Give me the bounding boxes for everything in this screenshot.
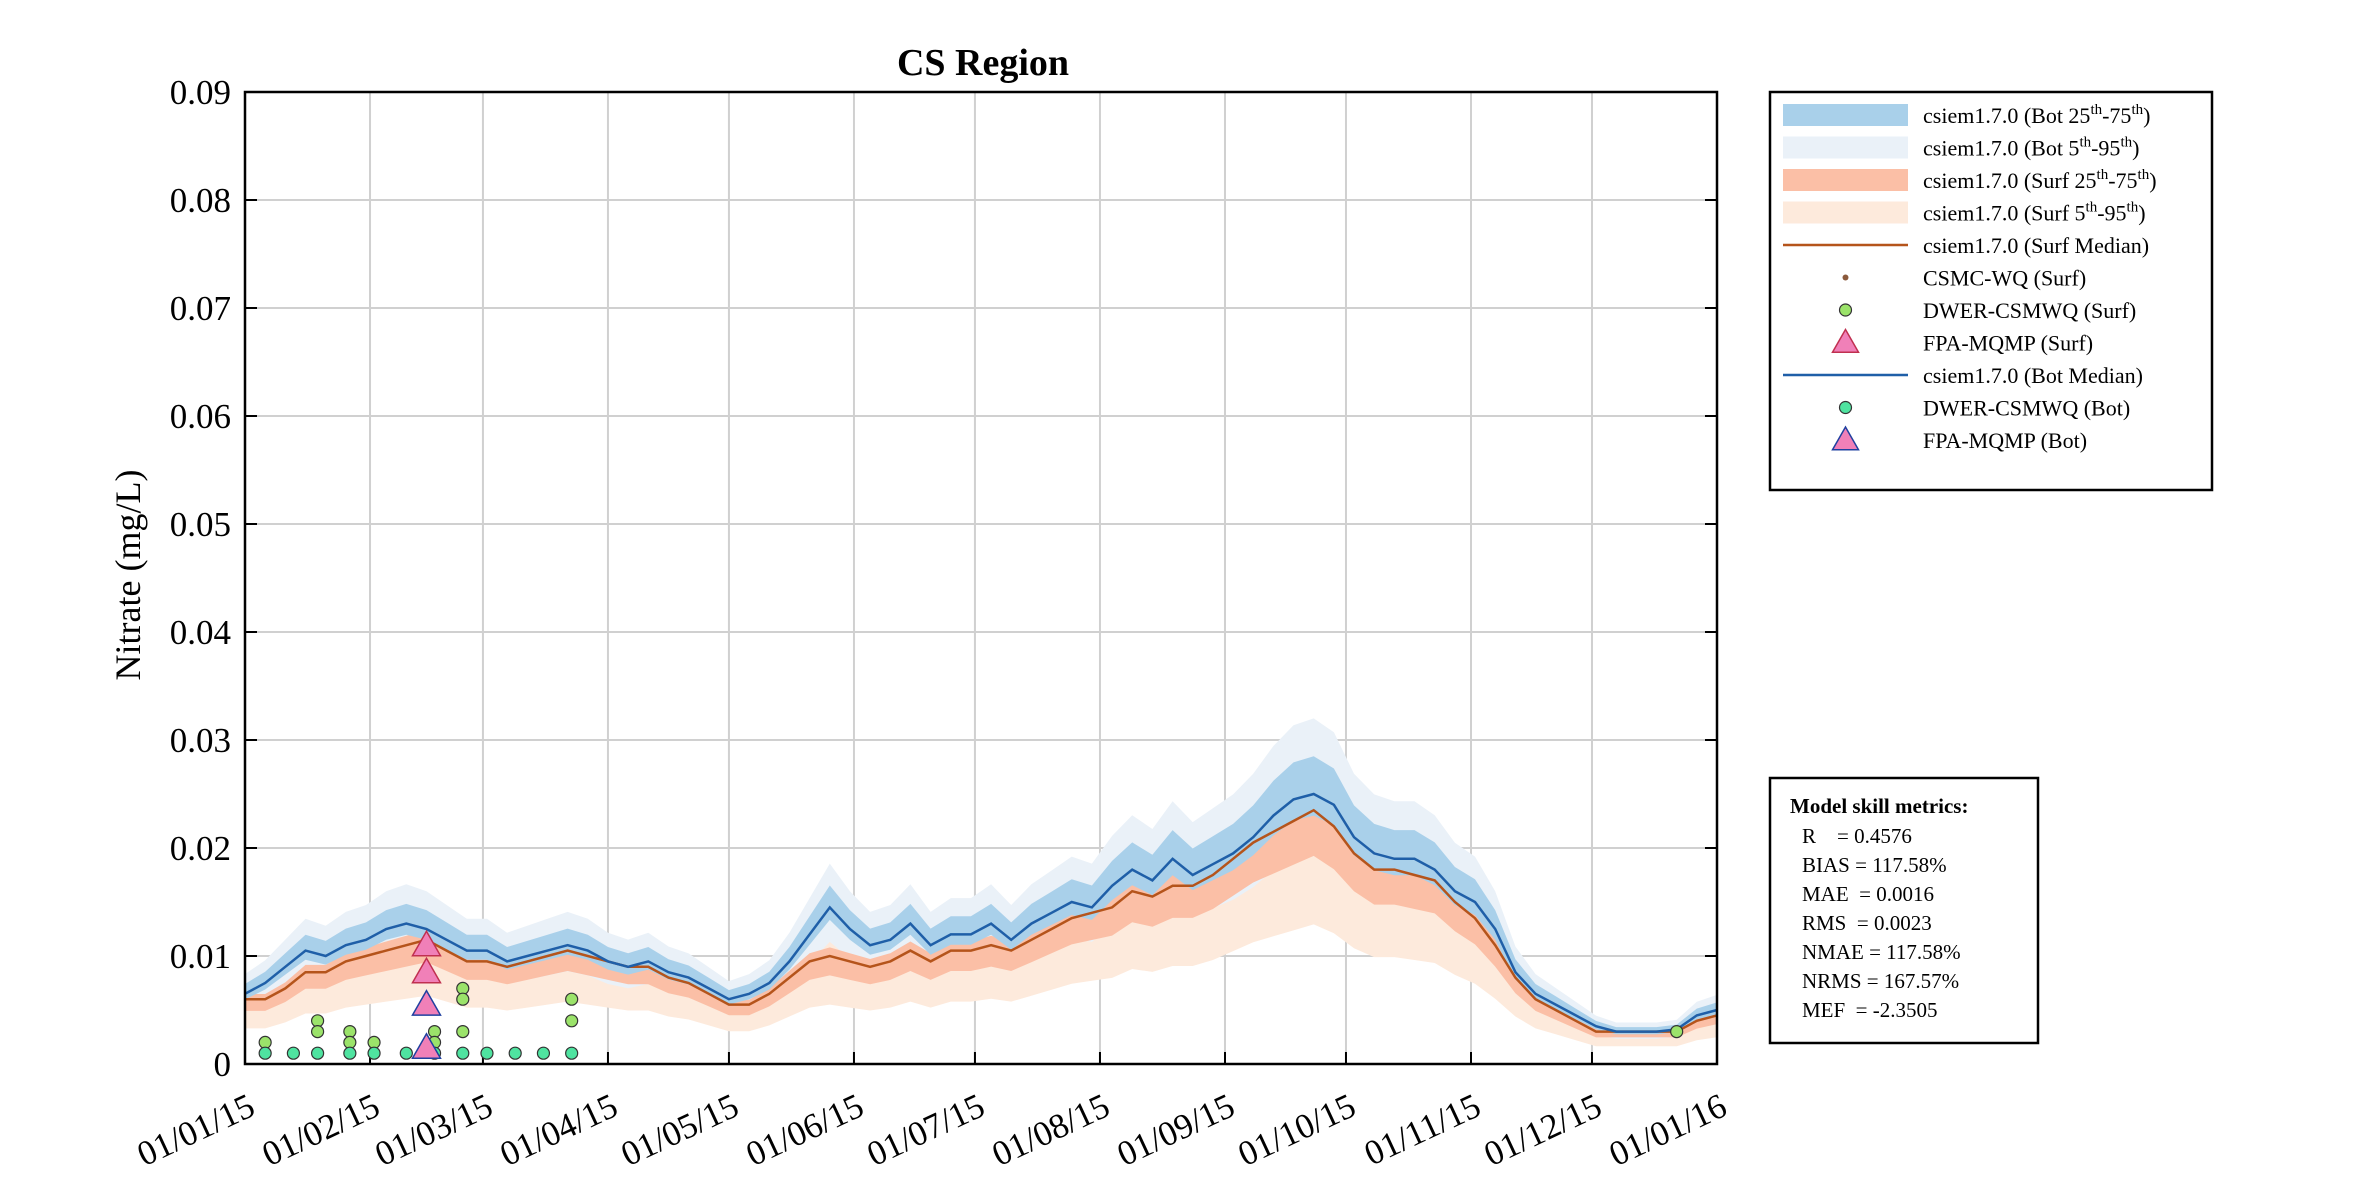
legend-swatch — [1783, 104, 1908, 126]
obs-point — [310, 1046, 325, 1060]
obs-point — [536, 1046, 551, 1060]
metrics-frame — [1768, 776, 2040, 1045]
y-tick-label: 0.06 — [170, 397, 231, 436]
surf-25-75-band — [245, 789, 1717, 1038]
obs-point — [411, 956, 442, 984]
obs-point — [411, 989, 442, 1016]
legend-swatch — [1838, 303, 1853, 317]
legend-swatch — [1838, 400, 1853, 415]
obs-point — [1670, 1024, 1684, 1039]
obs-point — [456, 992, 470, 1006]
y-axis-label: Nitrate (mg/L) — [108, 470, 148, 681]
legend-swatch — [1783, 201, 1908, 224]
legend-label: csiem1.7.0 (Bot 5th-95th) — [1923, 135, 2139, 161]
obs-point — [411, 929, 442, 957]
legend-label: DWER-CSMWQ (Surf) — [1923, 298, 2136, 323]
skill-metrics-box: Model skill metrics: R = 0.4576 BIAS = 117… — [1768, 776, 2040, 1045]
plot-area: 01/01/1501/02/1501/03/1501/04/1501/05/15… — [131, 73, 1732, 1174]
metric-line: RMS = 0.0023 — [1802, 911, 1932, 935]
obs-point — [411, 1032, 442, 1060]
metric-line: MAE = 0.0016 — [1802, 882, 1934, 906]
y-tick-label: 0.07 — [170, 289, 231, 328]
legend-swatch — [1842, 274, 1849, 281]
obs-point — [456, 1046, 470, 1060]
bot-median-line — [244, 792, 1718, 1033]
obs-point — [508, 1046, 522, 1060]
y-tick-label: 0.05 — [170, 505, 231, 544]
legend-label: csiem1.7.0 (Bot 25th-75th) — [1923, 102, 2150, 128]
surf-median-line — [245, 808, 1718, 1033]
y-tick-label: 0.09 — [170, 73, 231, 112]
bot-25-75-band — [245, 756, 1717, 1035]
legend-swatch — [1831, 327, 1860, 353]
axes-frame — [243, 90, 1719, 1066]
legend-label: csiem1.7.0 (Surf 25th-75th) — [1923, 167, 2157, 193]
legend: csiem1.7.0 (Bot 25th-75th) csiem1.7.0 (Bo… — [1768, 90, 2214, 492]
y-tick-label: 0.04 — [170, 613, 231, 652]
legend-swatch — [1783, 136, 1908, 159]
obs-point — [565, 992, 579, 1006]
legend-label: FPA-MQMP (Surf) — [1923, 331, 2093, 356]
obs-point — [399, 1046, 413, 1060]
y-tick-label: 0.02 — [170, 829, 231, 868]
chart-title: CS Region — [897, 42, 1069, 84]
obs-point — [427, 1024, 442, 1039]
legend-label: DWER-CSMWQ (Bot) — [1923, 396, 2130, 421]
legend-label: csiem1.7.0 (Surf Median) — [1923, 233, 2149, 258]
metric-line: R = 0.4576 — [1802, 824, 1912, 848]
y-tick-label: 0.08 — [170, 181, 231, 220]
obs-point — [367, 1046, 381, 1060]
y-tick-label: 0 — [214, 1045, 232, 1084]
metric-line: MEF = -2.3505 — [1802, 998, 1938, 1022]
obs-point — [456, 1024, 470, 1039]
legend-label: csiem1.7.0 (Surf 5th-95th) — [1923, 200, 2146, 226]
y-tick-label: 0.03 — [170, 721, 231, 760]
obs-point — [565, 1014, 579, 1028]
obs-point — [258, 1046, 272, 1060]
obs-point — [343, 1046, 357, 1060]
metric-line: BIAS = 117.58% — [1802, 853, 1947, 877]
legend-swatch — [1831, 425, 1860, 451]
obs-point — [480, 1046, 494, 1060]
obs-point — [565, 1046, 579, 1060]
metrics-heading: Model skill metrics: — [1790, 794, 1968, 818]
legend-label: FPA-MQMP (Bot) — [1923, 428, 2087, 453]
obs-point — [310, 1024, 325, 1039]
legend-label: csiem1.7.0 (Bot Median) — [1923, 363, 2143, 388]
obs-point — [286, 1046, 300, 1060]
legend-label: CSMC-WQ (Surf) — [1923, 266, 2086, 291]
metric-line: NMAE = 117.58% — [1802, 940, 1961, 964]
obs-point — [343, 1024, 357, 1039]
legend-swatch — [1783, 169, 1908, 191]
metric-line: NRMS = 167.57% — [1802, 969, 1959, 993]
y-tick-label: 0.01 — [170, 937, 231, 976]
